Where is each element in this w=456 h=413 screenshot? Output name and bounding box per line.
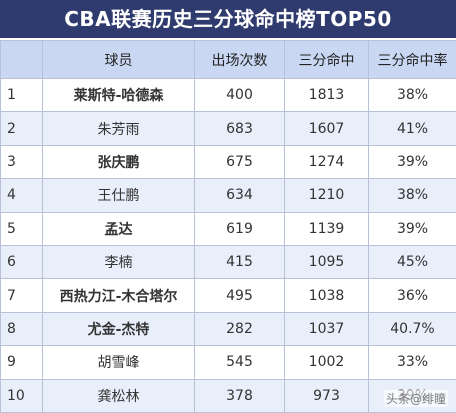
games-cell: 634 [194, 178, 285, 213]
table-row: 2 朱芳雨 683 1607 41% [0, 111, 456, 146]
header-games: 出场次数 [194, 40, 285, 79]
made-cell: 1002 [284, 345, 369, 380]
player-cell: 胡雪峰 [42, 345, 195, 380]
rank-cell: 8 [0, 311, 43, 347]
table-body: 1 莱斯特-哈德森 400 1813 38% 2 朱芳雨 683 1607 41… [0, 77, 456, 413]
rank-cell: 1 [0, 77, 43, 113]
ranking-table: 球员 出场次数 三分命中 三分命中率 1 莱斯特-哈德森 400 1813 38… [0, 40, 456, 413]
games-cell: 619 [194, 211, 285, 246]
games-cell: 400 [194, 77, 285, 113]
games-cell: 415 [194, 244, 285, 280]
header-row: 球员 出场次数 三分命中 三分命中率 [0, 40, 456, 79]
made-cell: 1037 [284, 311, 369, 347]
pct-cell: 45% [368, 244, 456, 280]
table-row: 7 西热力江-木合塔尔 495 1038 36% [0, 278, 456, 313]
games-cell: 675 [194, 144, 285, 180]
header-made: 三分命中 [284, 40, 369, 79]
made-cell: 1274 [284, 144, 369, 180]
player-cell: 李楠 [42, 244, 195, 280]
made-cell: 973 [284, 378, 369, 413]
table-row: 6 李楠 415 1095 45% [0, 244, 456, 280]
rank-cell: 5 [0, 211, 43, 246]
player-cell: 朱芳雨 [42, 111, 195, 146]
pct-cell: 39% [368, 211, 456, 246]
made-cell: 1607 [284, 111, 369, 146]
header-rank [0, 40, 43, 79]
rank-cell: 10 [0, 378, 43, 413]
player-cell: 尤金-杰特 [42, 311, 195, 347]
player-cell: 张庆鹏 [42, 144, 195, 180]
pct-cell: 40.7% [368, 311, 456, 347]
pct-cell: 39% [368, 144, 456, 180]
made-cell: 1139 [284, 211, 369, 246]
rank-cell: 3 [0, 144, 43, 180]
pct-cell: 38% [368, 77, 456, 113]
watermark: 头条@绯瞳 [383, 390, 448, 407]
table-row: 5 孟达 619 1139 39% [0, 211, 456, 246]
header-pct: 三分命中率 [368, 40, 456, 79]
table-row: 4 王仕鹏 634 1210 38% [0, 178, 456, 213]
table-row: 1 莱斯特-哈德森 400 1813 38% [0, 77, 456, 113]
made-cell: 1095 [284, 244, 369, 280]
games-cell: 545 [194, 345, 285, 380]
made-cell: 1038 [284, 278, 369, 313]
table-row: 9 胡雪峰 545 1002 33% [0, 345, 456, 380]
games-cell: 378 [194, 378, 285, 413]
made-cell: 1813 [284, 77, 369, 113]
player-cell: 王仕鹏 [42, 178, 195, 213]
rank-cell: 2 [0, 111, 43, 146]
rank-cell: 9 [0, 345, 43, 380]
player-cell: 龚松林 [42, 378, 195, 413]
player-cell: 西热力江-木合塔尔 [42, 278, 195, 313]
rank-cell: 7 [0, 278, 43, 313]
player-cell: 莱斯特-哈德森 [42, 77, 195, 113]
games-cell: 683 [194, 111, 285, 146]
games-cell: 495 [194, 278, 285, 313]
games-cell: 282 [194, 311, 285, 347]
pct-cell: 33% [368, 345, 456, 380]
table-title: CBA联赛历史三分球命中榜TOP50 [0, 0, 456, 38]
rank-cell: 4 [0, 178, 43, 213]
pct-cell: 41% [368, 111, 456, 146]
rank-cell: 6 [0, 244, 43, 280]
made-cell: 1210 [284, 178, 369, 213]
header-player: 球员 [42, 40, 195, 79]
player-cell: 孟达 [42, 211, 195, 246]
pct-cell: 36% [368, 278, 456, 313]
pct-cell: 38% [368, 178, 456, 213]
table-row: 3 张庆鹏 675 1274 39% [0, 144, 456, 180]
table-row: 8 尤金-杰特 282 1037 40.7% [0, 311, 456, 347]
